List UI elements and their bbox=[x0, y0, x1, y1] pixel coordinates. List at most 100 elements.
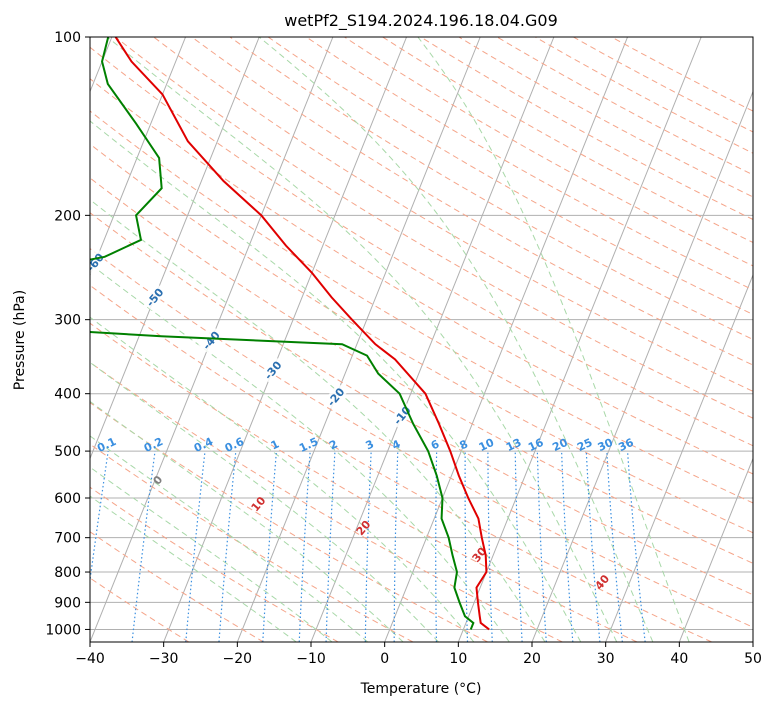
moist-adiabat bbox=[90, 466, 333, 642]
dry-adiabat bbox=[90, 284, 712, 642]
isotherm-label-group: -70 bbox=[30, 195, 55, 222]
mixing-ratio-line bbox=[218, 451, 237, 642]
mixing-ratio-label: 1.5 bbox=[297, 435, 320, 455]
x-tick-label: 20 bbox=[523, 651, 541, 667]
mixing-ratio-label: 13 bbox=[504, 436, 523, 454]
x-axis-ticks: −40 −30 −20 −10 0 10 20 30 40 50 bbox=[75, 642, 762, 667]
y-axis-title: Pressure (hPa) bbox=[12, 290, 28, 390]
mixing-ratio-label: 3 bbox=[363, 437, 375, 452]
moist-adiabat bbox=[258, 37, 654, 642]
mixing-ratio-label: 30 bbox=[596, 436, 616, 454]
moist-adiabat bbox=[90, 316, 475, 642]
isotherm-label-bg bbox=[30, 195, 55, 222]
mixing-ratio-line bbox=[585, 451, 601, 642]
mixing-ratio-line bbox=[435, 451, 438, 642]
y-tick-label: 400 bbox=[54, 387, 81, 403]
moist-adiabat bbox=[90, 120, 582, 642]
isotherm-label-bg bbox=[388, 401, 415, 429]
y-axis-ticks: 100 200 300 400 500 600 700 800 900 1000 bbox=[45, 30, 90, 638]
dry-adiabat bbox=[90, 486, 339, 642]
dry-adiabat bbox=[534, 37, 753, 154]
moist-adiabat bbox=[90, 199, 546, 642]
mixing-ratio-line bbox=[560, 451, 574, 642]
profiles bbox=[90, 37, 490, 631]
y-tick-label: 100 bbox=[54, 30, 81, 46]
mixing-ratio-line bbox=[262, 451, 278, 642]
y-tick-label: 800 bbox=[54, 565, 81, 581]
x-tick-label: 10 bbox=[449, 651, 467, 667]
moist-adiabat bbox=[417, 37, 690, 642]
y-tick-label: 1000 bbox=[45, 622, 81, 638]
dry-adiabat bbox=[90, 177, 753, 564]
isotherm-label-bg bbox=[259, 356, 286, 384]
mixing-ratio-label: 20 bbox=[550, 436, 570, 454]
y-tick-label: 500 bbox=[54, 444, 81, 460]
dry-adiabat bbox=[115, 37, 753, 419]
moist-adiabat bbox=[90, 495, 297, 642]
isotherm-label-group: -60 bbox=[90, 248, 108, 276]
x-tick-label: 40 bbox=[670, 651, 688, 667]
mixing-ratio-label: 8 bbox=[457, 437, 469, 452]
isotherm-label-group: -40 bbox=[198, 326, 224, 354]
plot-frame bbox=[89, 36, 754, 643]
isotherm-label-group: -20 bbox=[322, 383, 349, 410]
mixing-ratio-label: 0.6 bbox=[223, 435, 246, 455]
dry-adiabat bbox=[153, 37, 753, 392]
isotherm-line bbox=[90, 37, 260, 460]
isotherm-label: -70 bbox=[32, 197, 55, 221]
dry-adiabat bbox=[90, 143, 753, 534]
mixing-ratio-label: 10 bbox=[477, 436, 497, 454]
dry-adiabat bbox=[267, 37, 753, 315]
isotherm-label-bg bbox=[141, 283, 168, 311]
mixing-ratio-line bbox=[464, 451, 469, 642]
moist-adiabat bbox=[107, 37, 618, 642]
isotherm-line bbox=[752, 640, 753, 642]
x-tick-label: 0 bbox=[380, 651, 389, 667]
x-tick-label: 50 bbox=[744, 651, 762, 667]
isotherm-label-group: -50 bbox=[141, 283, 168, 311]
y-tick-label: 900 bbox=[54, 595, 81, 611]
dry-adiabat bbox=[90, 46, 753, 447]
y-tick-label: 600 bbox=[54, 491, 81, 507]
x-axis-title: Temperature (°C) bbox=[360, 681, 482, 697]
background-lines bbox=[90, 37, 753, 642]
mixing-ratio-line bbox=[626, 451, 646, 642]
y-tick-label: 300 bbox=[54, 313, 81, 329]
mixing-ratio-label: 16 bbox=[526, 436, 546, 454]
mixing-ratio-line bbox=[90, 451, 109, 585]
mixing-ratio-label: 0.2 bbox=[142, 435, 165, 455]
moist-adiabat bbox=[90, 361, 439, 642]
dry-adiabat bbox=[90, 577, 190, 642]
x-tick-label: −20 bbox=[223, 651, 253, 667]
isotherm-line bbox=[531, 90, 753, 642]
x-tick-label: −10 bbox=[296, 651, 326, 667]
mixing-ratio-label: 6 bbox=[429, 437, 442, 452]
dry-adiabat bbox=[344, 37, 753, 267]
mixing-ratio-label: 0.4 bbox=[192, 435, 215, 455]
dewpoint-profile bbox=[90, 37, 475, 630]
isotherm-line bbox=[163, 37, 408, 642]
mixing-ratio-label: 36 bbox=[616, 436, 636, 454]
mixing-ratio-line bbox=[131, 451, 156, 642]
dry-adiabat bbox=[573, 37, 753, 133]
theta-label: 10 bbox=[249, 494, 269, 514]
dry-adiabat bbox=[229, 37, 753, 341]
y-tick-label: 200 bbox=[54, 208, 81, 224]
x-tick-label: −30 bbox=[149, 651, 179, 667]
dry-adiabat bbox=[90, 212, 753, 596]
temperature-profile bbox=[114, 37, 490, 631]
isotherm-line bbox=[457, 37, 702, 642]
theta-label: 20 bbox=[354, 518, 374, 538]
moist-adiabat bbox=[90, 435, 368, 642]
isotherm-line bbox=[236, 37, 481, 642]
isotherm-label-bg bbox=[322, 383, 349, 410]
mixing-ratio-line bbox=[606, 451, 623, 642]
isotherm-label-bg bbox=[198, 326, 224, 354]
isotherm-line bbox=[384, 37, 629, 642]
dry-adiabat bbox=[191, 37, 753, 366]
isotherm-label-bg bbox=[90, 248, 108, 276]
mixing-ratio-label: 25 bbox=[575, 436, 594, 454]
y-tick-label: 700 bbox=[54, 531, 81, 547]
isotherm-label-group: -10 bbox=[388, 401, 415, 429]
